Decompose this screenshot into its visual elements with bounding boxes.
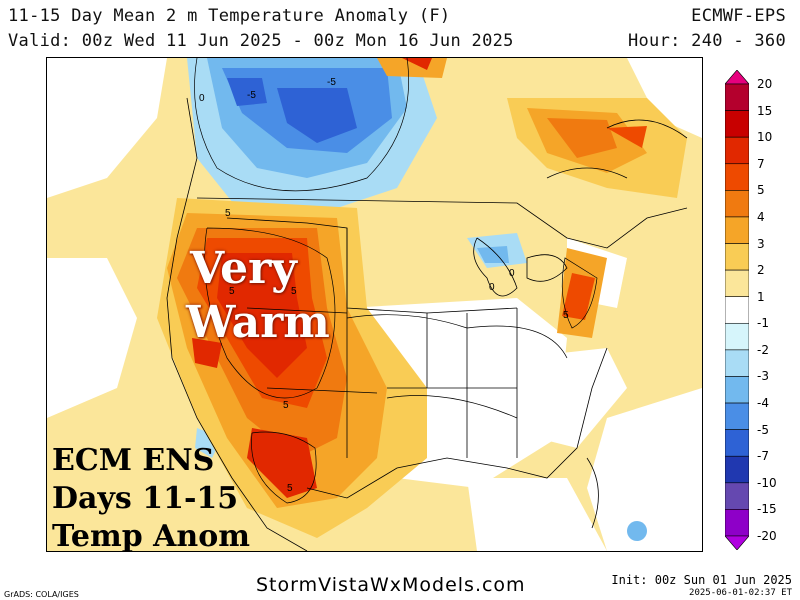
caption-line: ECM ENS bbox=[52, 443, 215, 478]
legend-label: 10 bbox=[757, 130, 773, 145]
legend-label: 1 bbox=[757, 289, 765, 304]
geographic-boundaries bbox=[166, 97, 688, 551]
init-time: Init: 00z Sun 01 Jun 2025 bbox=[611, 573, 792, 587]
grads-credit: GrADS: COLA/IGES bbox=[4, 590, 79, 599]
legend-cap-bottom bbox=[725, 535, 749, 550]
contour-label: 5 bbox=[283, 400, 289, 411]
legend-label: -20 bbox=[757, 529, 777, 543]
color-legend-bar bbox=[725, 70, 749, 550]
legend-swatch bbox=[725, 296, 749, 324]
caption-line: Temp Anom bbox=[52, 519, 250, 554]
legend-label: -10 bbox=[757, 475, 777, 490]
legend-label: -15 bbox=[757, 502, 777, 517]
legend-swatch bbox=[725, 216, 749, 244]
legend-swatch bbox=[725, 402, 749, 430]
caption-line: Days 11-15 bbox=[52, 481, 239, 516]
timestamp: 2025-06-01-02:37 ET bbox=[689, 588, 792, 598]
legend-swatch bbox=[725, 429, 749, 457]
legend-label: -1 bbox=[757, 316, 769, 331]
legend-label: 5 bbox=[757, 183, 765, 198]
legend-swatch bbox=[725, 455, 749, 484]
contour-label: 0 bbox=[489, 282, 495, 293]
legend-label: 20 bbox=[757, 77, 773, 91]
legend-label: 3 bbox=[757, 236, 765, 251]
legend-swatch bbox=[725, 376, 749, 404]
warm-anomaly-east-canada bbox=[377, 58, 687, 198]
contour-label: 0 bbox=[509, 268, 515, 279]
legend-swatch bbox=[725, 243, 749, 271]
legend-swatch bbox=[725, 110, 749, 138]
overlay-warm: Warm bbox=[186, 297, 330, 348]
legend-swatch bbox=[725, 322, 749, 351]
valid-period: Valid: 00z Wed 11 Jun 2025 - 00z Mon 16 … bbox=[8, 31, 514, 51]
legend-swatch bbox=[725, 163, 749, 191]
legend-label: -4 bbox=[757, 396, 769, 411]
legend-label: 7 bbox=[757, 156, 765, 171]
contour-label: -5 bbox=[247, 90, 256, 101]
legend-label: -2 bbox=[757, 342, 769, 357]
legend-label: 15 bbox=[757, 103, 773, 118]
model-name: ECMWF-EPS bbox=[691, 6, 786, 26]
legend-label: -7 bbox=[757, 449, 769, 464]
contour-label: 5 bbox=[225, 208, 231, 219]
overlay-caption: ECM ENS Days 11-15 Temp Anom bbox=[52, 442, 250, 556]
contour-label: 5 bbox=[229, 286, 235, 297]
contour-label: 0 bbox=[199, 93, 205, 104]
contour-label: 5 bbox=[287, 483, 293, 494]
cool-anomaly-caribbean bbox=[627, 521, 647, 541]
overlay-very: Very bbox=[190, 243, 297, 294]
contour-label: 5 bbox=[291, 286, 297, 297]
cool-anomaly-core bbox=[227, 78, 357, 143]
legend-swatch bbox=[725, 349, 749, 377]
forecast-hour: Hour: 240 - 360 bbox=[627, 31, 786, 51]
contour-label: -5 bbox=[327, 77, 336, 88]
anomaly-map: -5 -5 5 5 5 5 5 5 0 0 0 bbox=[46, 57, 703, 552]
legend-swatch bbox=[725, 269, 749, 298]
map-canvas: -5 -5 5 5 5 5 5 5 0 0 0 bbox=[47, 58, 702, 551]
legend-swatch bbox=[725, 482, 749, 510]
legend-label: 2 bbox=[757, 263, 765, 278]
legend-label: 4 bbox=[757, 209, 765, 224]
contour-label-group: -5 -5 5 5 5 5 5 5 0 0 0 bbox=[199, 77, 569, 494]
legend-label: -3 bbox=[757, 369, 769, 384]
legend-swatch bbox=[725, 136, 749, 165]
warm-anomaly-west bbox=[157, 198, 427, 538]
legend-swatch bbox=[725, 190, 749, 218]
legend-label: -5 bbox=[757, 422, 769, 437]
contour-label: 5 bbox=[563, 310, 569, 321]
legend-swatch bbox=[725, 83, 749, 111]
legend-swatch bbox=[725, 509, 749, 537]
site-footer: StormVistaWxModels.com bbox=[256, 574, 526, 596]
neutral-anomaly-zones bbox=[47, 58, 702, 551]
warm-anomaly-northeast bbox=[557, 248, 607, 338]
legend-cap-top bbox=[725, 70, 749, 85]
map-title: 11-15 Day Mean 2 m Temperature Anomaly (… bbox=[8, 6, 451, 26]
anomaly-contours bbox=[194, 58, 598, 504]
